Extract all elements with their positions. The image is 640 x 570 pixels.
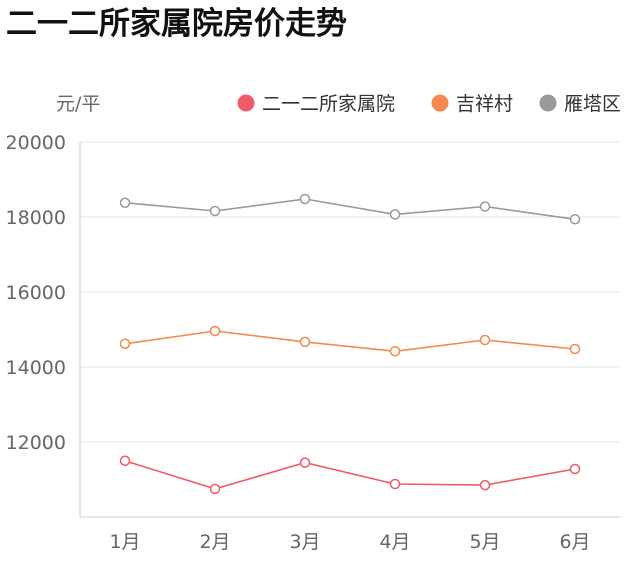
legend-label: 雁塔区: [564, 93, 621, 115]
data-point: [479, 334, 491, 346]
legend-marker: [539, 94, 557, 112]
y-axis-ticks: 12000 14000 16000 18000 20000: [6, 132, 66, 454]
legend-marker: [237, 94, 255, 112]
series-line: [124, 198, 576, 221]
data-point: [299, 336, 311, 348]
data-point: [119, 338, 131, 349]
legend: 二一二所家属院 吉祥村 雁塔区: [237, 93, 621, 115]
x-axis-ticks: 1月 2月 3月 4月 5月 6月: [109, 531, 590, 553]
x-tick-label: 2月: [199, 531, 230, 553]
data-point: [209, 205, 221, 217]
data-point: [569, 463, 581, 475]
data-point: [389, 209, 401, 220]
x-tick-label: 3月: [289, 531, 320, 553]
data-point: [299, 457, 311, 468]
y-tick-label: 16000: [6, 282, 66, 304]
data-point: [479, 479, 491, 491]
data-point: [119, 455, 131, 466]
series-line: [124, 460, 576, 490]
data-point: [569, 214, 581, 225]
y-tick-label: 20000: [6, 132, 66, 154]
data-point: [209, 483, 221, 495]
y-axis-unit-label: 元/平: [56, 93, 100, 115]
data-point: [119, 197, 131, 208]
x-tick-label: 4月: [379, 531, 410, 553]
page-title: 二一二所家属院房价走势: [6, 6, 347, 42]
x-tick-label: 1月: [109, 531, 140, 553]
y-tick-label: 14000: [6, 357, 66, 379]
series-line: [124, 330, 576, 353]
series-lines: [124, 198, 576, 490]
y-tick-label: 18000: [6, 207, 66, 229]
gridlines: [79, 141, 620, 518]
data-point: [299, 193, 311, 205]
legend-marker: [431, 94, 449, 112]
legend-label: 二一二所家属院: [262, 93, 395, 115]
data-point: [389, 346, 401, 357]
series-points: [119, 193, 581, 495]
legend-label: 吉祥村: [456, 93, 513, 115]
y-tick-label: 12000: [6, 432, 66, 454]
data-point: [209, 325, 221, 337]
x-tick-label: 6月: [559, 531, 590, 553]
data-point: [389, 478, 401, 490]
data-point: [479, 201, 491, 212]
data-point: [569, 343, 581, 355]
x-tick-label: 5月: [469, 531, 500, 553]
